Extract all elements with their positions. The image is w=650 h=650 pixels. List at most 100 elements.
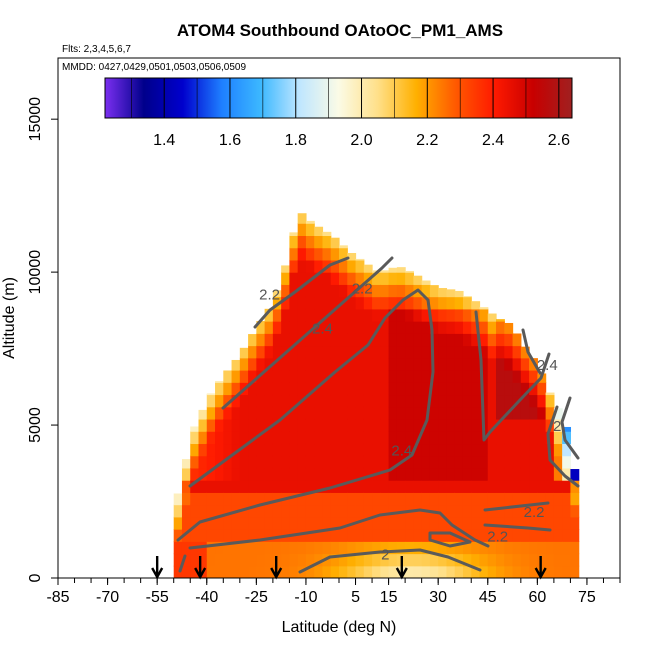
heatmap-cell (396, 406, 406, 420)
heatmap-cell (545, 541, 555, 555)
heatmap-cell (405, 370, 414, 383)
contour-line-2.2-lowright2 (483, 523, 552, 532)
heatmap-cell (289, 541, 299, 555)
heatmap-cell (281, 504, 291, 518)
heatmap-cell (322, 357, 332, 371)
heatmap-cell (512, 406, 522, 420)
heatmap-cell (496, 516, 505, 530)
heatmap-cell (405, 443, 414, 457)
heatmap-cell (355, 321, 365, 334)
heatmap-cell (462, 370, 472, 383)
heatmap-cell (231, 480, 241, 493)
heatmap-cell (421, 357, 431, 371)
heatmap-cell (248, 480, 257, 493)
contour-line-2.2-bottom-loop (428, 531, 472, 548)
heatmap-cell (454, 504, 464, 518)
heatmap-cell (396, 272, 406, 285)
heatmap-cell (223, 443, 233, 457)
heatmap-cell (545, 467, 555, 481)
heatmap-cell (471, 541, 481, 555)
heatmap-cell (471, 357, 481, 371)
colorbar-ticks: 1.4 1.6 1.8 2.0 2.2 2.4 2.6 (131, 78, 570, 149)
contour-labels: 2.2 2.2 2.4 2.4 2.2 2 2.4 2.2 2 (259, 281, 561, 564)
heatmap-cell (289, 370, 299, 383)
heatmap-cell (223, 467, 233, 481)
heatmap-cell (289, 235, 299, 249)
heatmap-cell (231, 541, 241, 555)
heatmap-cell (231, 553, 241, 567)
heatmap-cell (248, 431, 257, 445)
heatmap-cell (347, 308, 357, 322)
heatmap-cell (239, 455, 249, 469)
x-axis: -85 -70 -55 -40 -25 -10 5 15 30 45 60 75 (46, 578, 621, 606)
heatmap-cell (314, 370, 324, 383)
heatmap-cell (512, 370, 522, 383)
heatmap-cell (206, 455, 216, 469)
heatmap-cell (206, 393, 216, 396)
heatmap-cell (380, 504, 390, 518)
heatmap-cell (347, 455, 357, 469)
heatmap-cell (264, 394, 274, 408)
heatmap-cell (339, 529, 348, 542)
heatmap-cell (446, 382, 456, 396)
heatmap-cell (289, 553, 299, 567)
heatmap-cell (413, 308, 423, 322)
heatmap-cell (297, 455, 307, 469)
heatmap-cell (438, 516, 448, 530)
heatmap-cell (487, 345, 497, 359)
heatmap-cell (231, 370, 241, 383)
heatmap-cell (487, 553, 497, 567)
heatmap-cell (272, 443, 282, 457)
heatmap-cell (520, 394, 530, 408)
heatmap-cell (322, 455, 332, 469)
heatmap-cell (355, 308, 365, 322)
heatmap-cell (529, 467, 538, 481)
contour-line-2.4-main (176, 288, 435, 542)
heatmap-cell (256, 406, 266, 420)
heatmap-cell (206, 516, 216, 530)
profile-arrow (151, 556, 164, 580)
heatmap-cell (305, 541, 315, 555)
heatmap-cell (520, 431, 530, 445)
contour-line-2.2-rightedge (546, 405, 580, 488)
heatmap-cell (405, 357, 414, 371)
heatmap-cell (223, 541, 233, 555)
heatmap-cell (339, 504, 348, 518)
heatmap-cell (446, 333, 456, 347)
heatmap-cell (413, 357, 423, 371)
heatmap-cell (529, 516, 538, 530)
heatmap-cell (380, 321, 390, 334)
heatmap-cell (372, 321, 381, 334)
heatmap-cell (388, 345, 398, 359)
heatmap-cell (330, 455, 340, 469)
heatmap-cell (206, 529, 216, 542)
heatmap-cell (223, 492, 233, 506)
heatmap-cell (289, 345, 299, 359)
heatmap-cell (206, 480, 216, 493)
heatmap-cell (281, 480, 291, 493)
heatmap-cell (297, 553, 307, 567)
heatmap-cell (487, 333, 497, 347)
heatmap-cell (421, 431, 431, 445)
heatmap-cell (239, 406, 249, 420)
heatmap-cell (272, 492, 282, 506)
heatmap-cell (297, 235, 307, 249)
heatmap-cell (256, 394, 266, 408)
contour-label: 2.2 (524, 504, 545, 521)
heatmap-cell (520, 529, 530, 542)
heatmap-cell (479, 467, 489, 481)
heatmap-cell (314, 455, 324, 469)
heatmap-cell (388, 272, 398, 285)
heatmap-cell (339, 321, 348, 334)
heatmap-cell (512, 541, 522, 555)
heatmap-cell (314, 284, 324, 298)
heatmap-cell (289, 492, 299, 506)
heatmap-cell (496, 333, 505, 347)
heatmap-cell (264, 541, 274, 555)
heatmap-cell (462, 516, 472, 530)
heatmap-cell (248, 406, 257, 420)
heatmap-cell (454, 455, 464, 469)
heatmap-cell (355, 541, 365, 555)
heatmap-cell (198, 455, 208, 469)
heatmap-cell (355, 259, 365, 273)
